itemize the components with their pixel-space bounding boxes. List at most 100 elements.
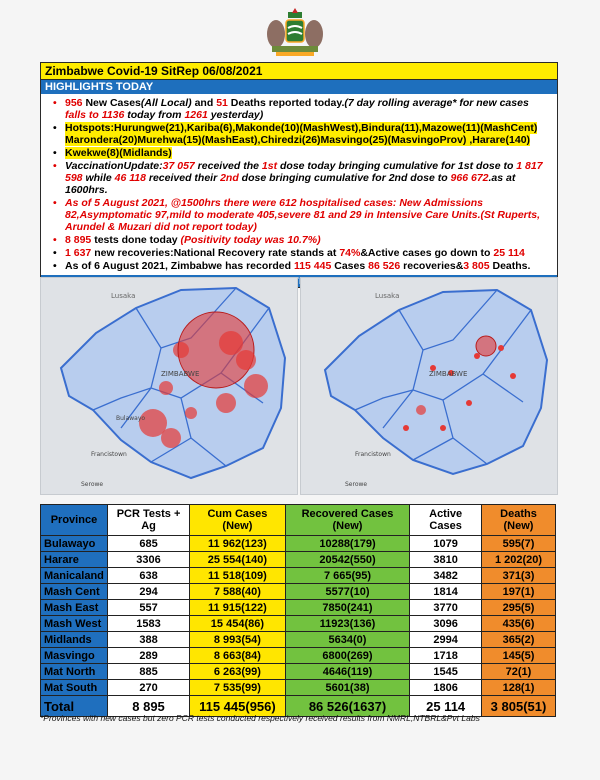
cell-deaths: 435(6) [480,615,557,632]
map-label-serowe: Serowe [81,481,103,488]
sitrep-report-box: Zimbabwe Covid-19 SitRep 06/08/2021 HIGH… [40,62,558,288]
cell-pcr: 289 [106,647,191,664]
total-label: Total [40,695,108,717]
map-label-serowe: Serowe [345,481,367,488]
table-row: Masvingo 289 8 663(84) 6800(269) 1718 145(5) [40,647,557,664]
cell-deaths: 371(3) [480,567,557,584]
cell-cum: 6 263(99) [189,663,286,680]
highlights-list: • 956 New Cases(All Local) and 51 Deaths… [41,94,557,275]
cell-recovered: 20542(550) [284,551,411,568]
cell-active: 1814 [409,583,482,600]
cell-province: Mash Cent [40,583,108,600]
highlight-item-recoveries: • 1 637 new recoveries:National Recovery… [53,247,525,259]
cell-active: 1806 [409,679,482,696]
report-title: Zimbabwe Covid-19 SitRep 06/08/2021 [41,63,557,80]
cell-deaths: 128(1) [480,679,557,696]
cell-deaths: 197(1) [480,583,557,600]
cell-pcr: 685 [106,535,191,552]
table-body: Bulawayo 685 11 962(123) 10288(179) 1079 595(… [40,535,557,696]
header-province: Province [40,504,108,536]
cell-province: Manicaland [40,567,108,584]
cell-cum: 25 554(140) [189,551,286,568]
cell-pcr: 3306 [106,551,191,568]
footnote: *Provinces with new cases but zero PCR t… [40,713,480,723]
cell-recovered: 11923(136) [284,615,411,632]
cell-recovered: 4646(119) [284,663,411,680]
table-total-row: Total 8 895 115 445(956) 86 526(1637) 25… [40,695,557,717]
cell-province: Harare [40,551,108,568]
cell-deaths: 1 202(20) [480,551,557,568]
cell-recovered: 7 665(95) [284,567,411,584]
total-deaths: 3 805(51) [480,695,557,717]
cell-cum: 7 588(40) [189,583,286,600]
header-pcr-tests: PCR Tests + Ag [106,504,191,536]
cell-province: Midlands [40,631,108,648]
cell-deaths: 295(5) [480,599,557,616]
map-label-country: ZIMBABWE [161,370,199,378]
cell-pcr: 638 [106,567,191,584]
highlight-item-vaccination: • VaccinationUpdate:37 057 received the … [53,160,543,196]
table-row: Mat North 885 6 263(99) 4646(119) 1545 72(1) [40,663,557,680]
table-row: Bulawayo 685 11 962(123) 10288(179) 1079 595(… [40,535,557,552]
cell-cum: 11 962(123) [189,535,286,552]
cell-recovered: 10288(179) [284,535,411,552]
table-row: Harare 3306 25 554(140) 20542(550) 3810 1 202… [40,551,557,568]
map-label-lusaka: Lusaka [111,292,135,300]
total-recovered: 86 526(1637) [284,695,411,717]
cell-cum: 15 454(86) [189,615,286,632]
cell-active: 3810 [409,551,482,568]
cell-province: Bulawayo [40,535,108,552]
cell-pcr: 294 [106,583,191,600]
highlights-header: HIGHLIGHTS TODAY [41,80,557,94]
cases-map: Lusaka ZIMBABWE Bulawayo Francistown Ser… [40,277,298,495]
cell-recovered: 5577(10) [284,583,411,600]
cell-cum: 8 993(54) [189,631,286,648]
cell-cum: 11 915(122) [189,599,286,616]
distribution-maps: Lusaka ZIMBABWE Bulawayo Francistown Ser… [40,277,558,495]
cell-province: Mat South [40,679,108,696]
cell-active: 3096 [409,615,482,632]
table-row: Mash East 557 11 915(122) 7850(241) 3770 295(… [40,599,557,616]
cell-active: 2994 [409,631,482,648]
cell-active: 3770 [409,599,482,616]
total-active: 25 114 [409,695,482,717]
table-header-row: Province PCR Tests + Ag Cum Cases (New) … [40,504,557,536]
cell-recovered: 5634(0) [284,631,411,648]
cell-pcr: 388 [106,631,191,648]
highlight-item-hospitalised: • As of 5 August 2021, @1500hrs there we… [53,197,541,233]
cell-cum: 8 663(84) [189,647,286,664]
province-table: Province PCR Tests + Ag Cum Cases (New) … [40,504,557,717]
cell-recovered: 6800(269) [284,647,411,664]
cell-cum: 7 535(99) [189,679,286,696]
highlight-item-kwekwe: • Kwekwe(8)(Midlands) [53,147,172,159]
total-pcr: 8 895 [106,695,191,717]
cell-deaths: 595(7) [480,535,557,552]
cell-deaths: 145(5) [480,647,557,664]
header-deaths: Deaths (New) [480,504,557,536]
map-label-bulawayo: Bulawayo [116,415,145,422]
cell-recovered: 5601(38) [284,679,411,696]
header-active: Active Cases [409,504,482,536]
cell-active: 1718 [409,647,482,664]
header-cum-cases: Cum Cases (New) [189,504,286,536]
table-row: Mat South 270 7 535(99) 5601(38) 1806 128(1) [40,679,557,696]
cell-pcr: 270 [106,679,191,696]
table-row: Mash West 1583 15 454(86) 11923(136) 3096 435… [40,615,557,632]
cell-pcr: 557 [106,599,191,616]
table-row: Midlands 388 8 993(54) 5634(0) 2994 365(2) [40,631,557,648]
cell-pcr: 885 [106,663,191,680]
cell-pcr: 1583 [106,615,191,632]
cell-province: Mat North [40,663,108,680]
cell-active: 1079 [409,535,482,552]
coat-of-arms-emblem [267,8,323,56]
deaths-map-graphic: Lusaka ZIMBABWE Francistown Serowe [301,278,557,494]
table-row: Mash Cent 294 7 588(40) 5577(10) 1814 197(1) [40,583,557,600]
map-label-francistown: Francistown [355,451,391,458]
map-label-francistown: Francistown [91,451,127,458]
highlight-item-tests: • 8 895 tests done today (Positivity tod… [53,234,321,246]
total-cum: 115 445(956) [189,695,286,717]
deaths-map: Lusaka ZIMBABWE Francistown Serowe [300,277,558,495]
highlight-item-hotspots: • Hotspots:Hurungwe(21),Kariba(6),Makond… [53,122,538,146]
cell-province: Mash West [40,615,108,632]
